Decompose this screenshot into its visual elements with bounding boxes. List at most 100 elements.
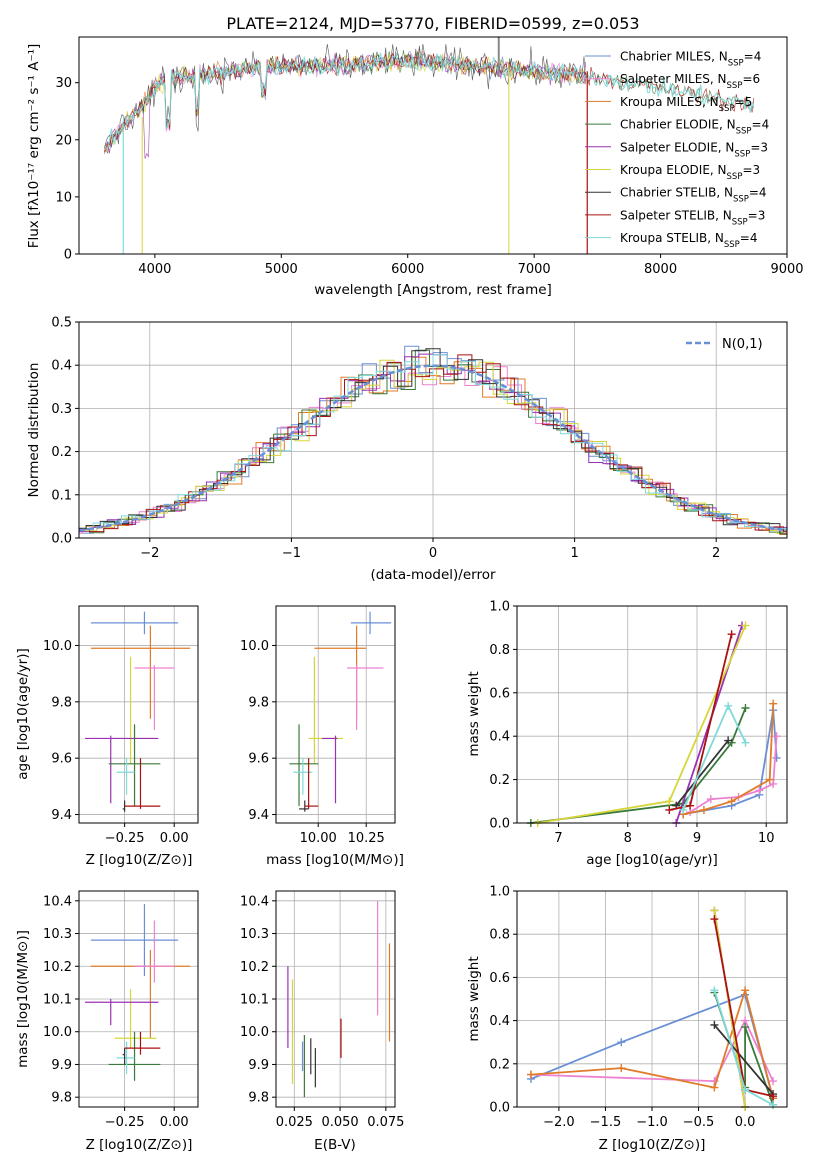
x-tick-label: 10.00 — [300, 831, 337, 846]
x-tick-label: −1.0 — [636, 1115, 668, 1130]
spectrum-xlabel: wavelength [Angstrom, rest frame] — [314, 282, 552, 298]
legend-sub: SSP — [724, 240, 740, 250]
plus-marker — [772, 732, 781, 741]
legend-rest: =3 — [750, 140, 768, 154]
legend-rest: =5 — [735, 95, 753, 109]
plus-marker — [727, 630, 736, 639]
age-Z-xlabel: Z [log10(Z/Z⊙)] — [86, 852, 193, 868]
y-tick-label: 0.0 — [51, 532, 72, 547]
plus-marker — [710, 915, 719, 924]
x-tick-label: 0.025 — [276, 1115, 313, 1130]
y-tick-label: 10.3 — [43, 927, 72, 942]
y-tick-label: 0.4 — [51, 359, 72, 374]
plus-marker — [741, 621, 750, 630]
y-tick-label: 0.4 — [489, 1014, 510, 1029]
residual-histogram — [79, 354, 787, 536]
spectrum-line — [104, 43, 586, 149]
age-Z-ylabel: age [log10(age/yr)] — [15, 648, 31, 780]
y-tick-label: 0.2 — [489, 1057, 510, 1072]
y-tick-label: 0.3 — [51, 402, 72, 417]
mass-weight-line — [530, 707, 747, 824]
mass-weight-line — [689, 736, 778, 813]
x-tick-label: 8 — [624, 831, 632, 846]
plus-marker — [665, 797, 674, 806]
y-tick-label: 9.4 — [248, 808, 269, 823]
plus-marker — [665, 805, 674, 814]
mass-vs-metallicity-panel: −0.25 0.00 9.8 9.9 10.0 10.1 10.2 10.3 10.4 Z [l… — [15, 890, 199, 1153]
legend-sub: SSP — [733, 195, 749, 205]
gauss-curve — [79, 364, 787, 532]
legend-rest: =4 — [744, 50, 762, 64]
y-tick-label: 9.8 — [51, 695, 72, 710]
mass-weight-line — [675, 739, 729, 807]
residual-ticks: −2 −1 0 1 2 0.0 0.1 0.2 0.3 0.4 0.5 — [51, 316, 720, 562]
mw-age-xlabel: age [log10(age/yr)] — [586, 852, 718, 868]
y-tick-label: 10.4 — [43, 894, 72, 909]
age-mass-xlabel: mass [log10(M/M⊙)] — [266, 852, 404, 868]
x-tick-label: −1 — [282, 546, 301, 561]
y-tick-label: 0.0 — [489, 1101, 510, 1116]
legend-sub: SSP — [728, 59, 744, 69]
x-tick-label: 7000 — [518, 262, 551, 277]
plus-marker — [741, 986, 750, 995]
legend-sub: SSP — [727, 81, 743, 91]
mass-vs-ebv-panel: 0.025 0.050 0.075 9.8 9.9 10.0 10.1 10.2 10.3 10.… — [240, 890, 404, 1153]
plus-marker — [769, 1077, 778, 1086]
mass-Z-ylabel: mass [log10(M/M⊙)] — [15, 930, 31, 1068]
x-tick-label: 0.075 — [367, 1115, 404, 1130]
x-tick-label: 10.25 — [348, 831, 385, 846]
y-tick-label: 10.1 — [43, 993, 72, 1008]
y-tick-label: 10.4 — [240, 894, 269, 909]
x-tick-label: 4000 — [138, 262, 171, 277]
y-tick-label: 0.2 — [51, 445, 72, 460]
y-tick-label: 30 — [55, 76, 72, 91]
plus-marker — [772, 753, 781, 762]
spectrum-line — [103, 52, 755, 149]
y-tick-label: 0.8 — [489, 928, 510, 943]
legend-sub: SSP — [719, 104, 735, 114]
spectrum-title: PLATE=2124, MJD=53770, FIBERID=0599, z=0… — [226, 14, 639, 33]
y-tick-label: 0.6 — [489, 971, 510, 986]
gauss-legend: N(0,1) — [686, 337, 763, 352]
legend-sub: SSP — [734, 149, 750, 159]
plus-marker — [724, 701, 733, 710]
y-tick-label: 0 — [64, 248, 72, 263]
x-tick-label: 0.0 — [735, 1115, 756, 1130]
residual-plot — [79, 345, 787, 536]
x-tick-label: 5000 — [265, 262, 298, 277]
residual-ylabel: Normed distribution — [26, 363, 42, 498]
plus-marker — [765, 775, 774, 784]
y-tick-label: 20 — [55, 133, 72, 148]
plus-marker — [710, 1083, 719, 1092]
plus-marker — [741, 1023, 750, 1032]
gauss-legend-label: N(0,1) — [722, 337, 763, 352]
plus-marker — [755, 786, 764, 795]
x-tick-label: −0.5 — [683, 1115, 715, 1130]
x-tick-label: −1.5 — [590, 1115, 622, 1130]
plus-marker — [710, 906, 719, 915]
spectrum-plot — [103, 37, 755, 254]
y-tick-label: 9.6 — [248, 752, 269, 767]
x-tick-label: 0 — [429, 546, 437, 561]
x-tick-label: −0.25 — [105, 831, 145, 846]
y-tick-label: 9.9 — [51, 1058, 72, 1073]
y-tick-label: 0.0 — [489, 817, 510, 832]
legend-sub: SSP — [727, 172, 743, 182]
plus-marker — [769, 1100, 778, 1109]
y-tick-label: 10.2 — [43, 960, 72, 975]
y-tick-label: 10.0 — [43, 639, 72, 654]
x-tick-label: 6000 — [391, 262, 424, 277]
y-tick-label: 1.0 — [489, 600, 510, 615]
plus-marker — [710, 986, 719, 995]
y-tick-label: 1.0 — [489, 885, 510, 900]
legend-rest: =6 — [742, 72, 760, 86]
y-tick-label: 9.6 — [51, 752, 72, 767]
spectrum-ylabel: Flux [fλ10⁻¹⁷ erg cm⁻² s⁻¹ A⁻¹] — [26, 44, 42, 249]
plus-marker — [706, 795, 715, 804]
y-tick-label: 10.0 — [240, 639, 269, 654]
y-tick-label: 0.1 — [51, 488, 72, 503]
residual-panel: −2 −1 0 1 2 0.0 0.1 0.2 0.3 0.4 0.5 (data-model)/e… — [26, 316, 788, 583]
age-vs-mass-panel: 10.00 10.25 9.4 9.6 9.8 10.0 mass [log10(M/M⊙… — [240, 605, 404, 868]
x-tick-label: 7 — [554, 831, 562, 846]
